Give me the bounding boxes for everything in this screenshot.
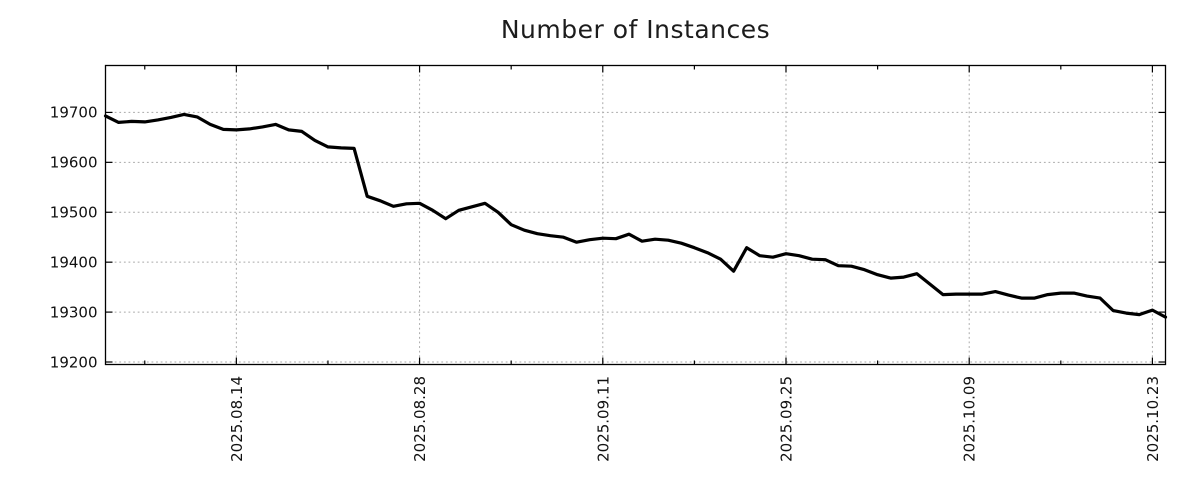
plot-border	[104, 64, 1167, 366]
x-tick-label: 2025.09.25	[777, 376, 795, 462]
y-tick-label: 19600	[50, 154, 98, 172]
x-tick-label: 2025.09.11	[594, 376, 612, 462]
x-tick-label: 2025.10.23	[1144, 376, 1162, 462]
y-tick-label: 19400	[50, 253, 98, 271]
y-tick-label: 19700	[50, 104, 98, 122]
y-tick-label: 19200	[50, 353, 98, 371]
x-tick-label: 2025.08.28	[411, 376, 429, 462]
x-tick-label: 2025.10.09	[961, 376, 979, 462]
series-line-instances	[103, 112, 1168, 319]
chart-title: Number of Instances	[500, 15, 771, 44]
x-tick-label: 2025.08.14	[228, 376, 246, 462]
y-tick-label: 19500	[50, 204, 98, 222]
y-tick-label: 19300	[50, 303, 98, 321]
